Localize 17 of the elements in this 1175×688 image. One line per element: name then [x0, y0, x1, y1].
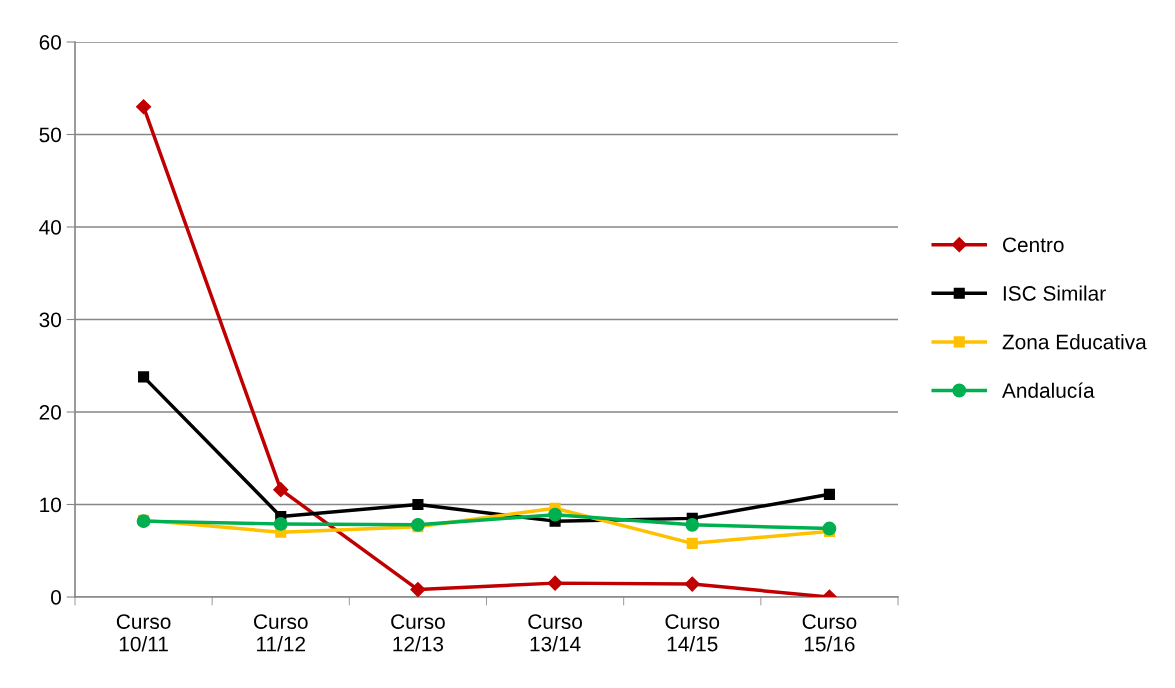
x-tick-label: Curso 11/12 [254, 614, 308, 652]
x-tick-label: Curso 12/13 [391, 614, 445, 652]
y-tick-label: 30 [39, 312, 61, 328]
x-tick-label: Curso 13/14 [528, 614, 582, 652]
y-tick-label: 40 [39, 220, 61, 235]
legend-label: ISC Similar [1003, 285, 1106, 301]
x-tick-label: Curso 15/16 [802, 614, 857, 652]
legend-label: Centro [1003, 237, 1064, 253]
x-tick-label: Curso 10/11 [116, 614, 171, 652]
y-tick-label: 20 [39, 405, 61, 420]
x-tick-label: Curso 14/15 [665, 614, 720, 652]
y-tick-label: 0 [51, 590, 61, 605]
legend-label: Zona Educativa [1002, 334, 1147, 350]
y-tick-label: 50 [39, 127, 61, 143]
y-tick-label: 10 [40, 497, 61, 513]
legend-label: Andalucía [1002, 382, 1095, 398]
y-tick-label: 60 [39, 35, 61, 50]
